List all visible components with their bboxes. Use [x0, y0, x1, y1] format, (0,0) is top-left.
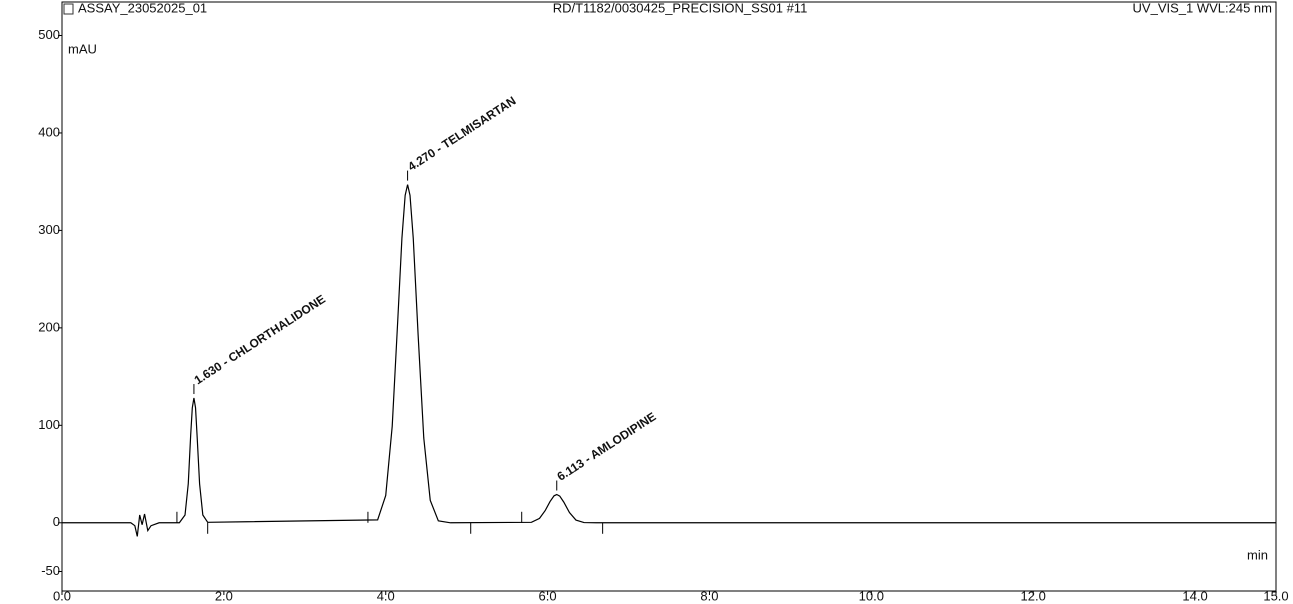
x-tick-label: 8.0 [700, 588, 718, 603]
x-tick-label: 2.0 [215, 588, 233, 603]
x-tick-label: 12.0 [1021, 588, 1046, 603]
x-tick-label: 10.0 [859, 588, 884, 603]
peak-label: 4.270 - TELMISARTAN [405, 94, 518, 174]
y-tick-label: 400 [38, 124, 60, 139]
y-axis-label: mAU [68, 41, 97, 56]
peak-label: 6.113 - AMLODIPINE [554, 409, 658, 483]
trace [62, 184, 1276, 537]
y-tick-label: 100 [38, 417, 60, 432]
y-tick-label: 300 [38, 222, 60, 237]
x-tick-label: 14.0 [1182, 588, 1207, 603]
y-tick-label: 200 [38, 319, 60, 334]
x-tick-label: 0.0 [53, 588, 71, 603]
header-left: ASSAY_23052025_01 [78, 0, 207, 15]
x-tick-label: 15.0 [1263, 588, 1288, 603]
x-tick-label: 4.0 [377, 588, 395, 603]
y-tick-label: 500 [38, 27, 60, 42]
x-axis-label: min [1247, 547, 1268, 562]
x-tick-label: 6.0 [539, 588, 557, 603]
y-tick-label: 0 [53, 514, 60, 529]
header-center: RD/T1182/0030425_PRECISION_SS01 #11 [553, 0, 808, 15]
y-tick-label: -50 [41, 563, 60, 578]
icon [63, 3, 74, 15]
peak-label: 1.630 - CHLORTHALIDONE [192, 292, 328, 387]
header-right: UV_VIS_1 WVL:245 nm [1133, 0, 1272, 15]
plot-frame [61, 1, 1277, 592]
